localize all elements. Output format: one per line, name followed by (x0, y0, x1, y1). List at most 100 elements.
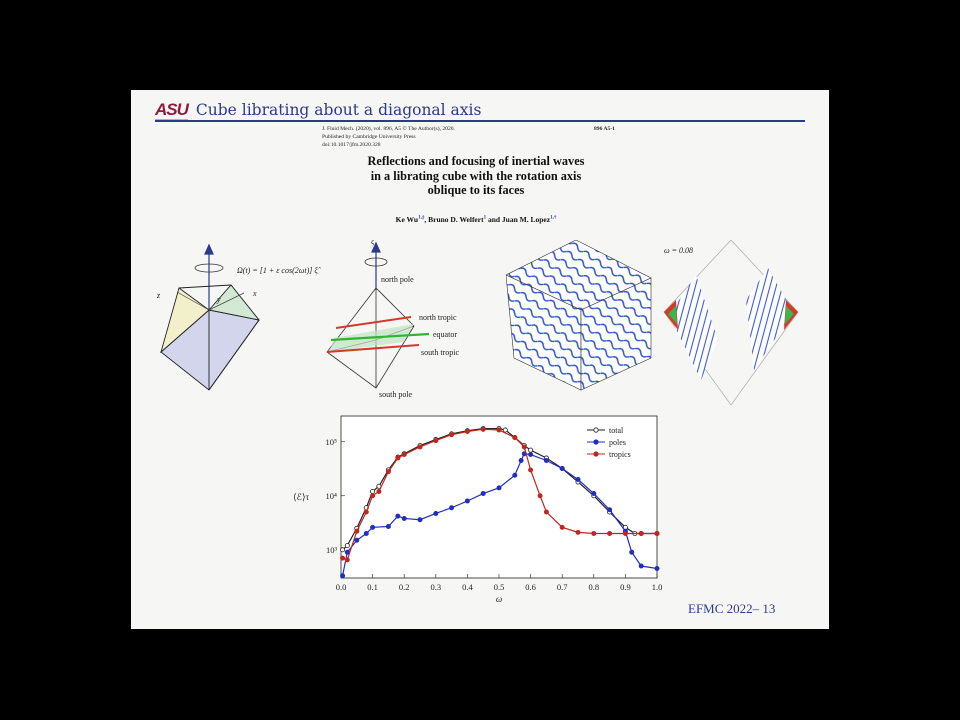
y-tick-label: 10⁵ (326, 437, 338, 447)
journal-publisher: Published by Cambridge University Press (322, 134, 416, 140)
author-name: , Bruno D. Welfert (424, 215, 484, 224)
data-point-poles (518, 457, 524, 463)
data-point-poles (543, 457, 549, 463)
data-point-tropics (591, 531, 597, 537)
data-point-tropics (607, 531, 613, 537)
data-point-poles (512, 472, 518, 478)
y-tick-label: 10⁴ (326, 491, 338, 501)
data-point-poles (449, 505, 455, 511)
data-point-poles (528, 452, 534, 458)
data-point-poles (395, 513, 401, 519)
equator-label: equator (433, 330, 457, 339)
series-line-total (342, 428, 657, 551)
data-point-tropics (528, 467, 534, 473)
data-point-poles (363, 531, 369, 537)
data-point-total (528, 447, 534, 453)
slide-header: ASU Cube librating about a diagonal axis (155, 100, 482, 121)
rotation-axis-arrow (194, 243, 224, 310)
x-tick-label: 0.3 (430, 582, 441, 592)
data-point-tropics (638, 531, 644, 537)
author-affil: 1,† (550, 215, 557, 221)
header-rule (155, 120, 805, 122)
x-axis-label: ω (496, 594, 502, 604)
south-tropic-line (326, 344, 420, 353)
legend-marker-tropics (593, 451, 599, 457)
axis-xi-label: ξ (371, 240, 375, 246)
journal-meta: J. Fluid Mech. (2020), vol. 896, A5 © Th… (322, 125, 615, 149)
slide-title: Cube librating about a diagonal axis (195, 101, 482, 119)
data-point-tropics (575, 529, 581, 535)
data-point-total (502, 427, 508, 433)
x-tick-label: 1.0 (652, 582, 663, 592)
data-point-tropics (344, 557, 350, 563)
omega-value-label: ω = 0.08 (664, 246, 693, 255)
north-pole-label: north pole (381, 275, 414, 284)
slide-footer: EFMC 2022– 13 (688, 601, 776, 616)
journal-citation: J. Fluid Mech. (2020), vol. 896, A5 © Th… (322, 126, 455, 132)
data-point-tropics (543, 509, 549, 515)
data-point-tropics (385, 469, 391, 475)
paper-title-line: in a librating cube with the rotation ax… (370, 168, 582, 183)
data-point-tropics (512, 434, 518, 440)
data-point-poles (401, 515, 407, 521)
x-tick-label: 0.8 (588, 582, 599, 592)
axis-y-label: y (216, 295, 221, 304)
data-point-poles (559, 465, 565, 471)
data-point-tropics (417, 444, 423, 450)
legend-marker-total (593, 427, 599, 433)
rotation-axis-arrow-2 (364, 241, 388, 290)
x-tick-label: 0.0 (336, 582, 347, 592)
y-tick-label: 10³ (326, 545, 338, 555)
axis-arrows (176, 291, 245, 311)
data-point-tropics (654, 531, 660, 537)
data-point-tropics (376, 488, 382, 494)
legend-marker-poles (593, 439, 599, 445)
data-point-tropics (433, 438, 439, 444)
data-point-tropics (363, 509, 369, 515)
cube-schematic-figure: Ω(t) = [1 + ε cos(2ωt)] ξ̂ z x y ξ (156, 240, 459, 399)
x-tick-label: 0.2 (399, 582, 410, 592)
axis-x-label: x (252, 289, 257, 298)
north-tropic-label: north tropic (419, 313, 457, 322)
data-point-tropics (464, 428, 470, 434)
x-tick-label: 0.1 (367, 582, 378, 592)
data-point-poles (340, 573, 346, 579)
data-point-tropics (537, 493, 543, 499)
data-point-tropics (449, 432, 455, 438)
data-point-tropics (496, 427, 502, 433)
plot-area (340, 415, 658, 579)
data-point-poles (591, 491, 597, 497)
data-point-poles (480, 491, 486, 497)
data-point-tropics (370, 493, 376, 499)
y-axis-label: ⟨ℰ⟩τ (293, 492, 309, 502)
paper-title-line: oblique to its faces (427, 183, 525, 197)
data-point-total (340, 547, 346, 553)
x-tick-label: 0.5 (494, 582, 505, 592)
data-point-poles (417, 517, 423, 523)
axis-z-label: z (156, 291, 161, 300)
cube-wave-render (506, 240, 652, 391)
data-point-tropics (340, 555, 346, 561)
data-point-poles (575, 477, 581, 483)
x-tick-label: 0.9 (620, 582, 631, 592)
cube-1 (160, 284, 261, 391)
author-name: and Juan M. Lopez (486, 215, 551, 224)
data-point-total (370, 488, 376, 494)
journal-page-ref: 896 A5-1 (594, 126, 615, 132)
energy-chart: 0.0 0.1 0.2 0.3 0.4 0.5 0.6 0.7 0.8 0.9 1.0 10³ 10⁴ 1… (293, 415, 663, 604)
data-point-tropics (354, 528, 360, 534)
author-affil: 1,‡ (418, 215, 425, 221)
slide: ASU Cube librating about a diagonal axis… (131, 90, 829, 629)
legend-label-tropics: tropics (609, 450, 631, 459)
x-tick-label: 0.7 (557, 582, 568, 592)
south-tropic-label: south tropic (421, 348, 459, 357)
journal-doi: doi:10.1017/jfm.2020.328 (322, 142, 381, 148)
paper-title: Reflections and focusing of inertial wav… (281, 154, 671, 198)
south-pole-label: south pole (379, 390, 413, 399)
author-name: Ke Wu (395, 215, 419, 224)
data-point-tropics (480, 426, 486, 432)
data-point-tropics (521, 444, 527, 450)
data-point-poles (433, 510, 439, 516)
data-point-poles (354, 537, 360, 543)
data-point-tropics (559, 524, 565, 530)
